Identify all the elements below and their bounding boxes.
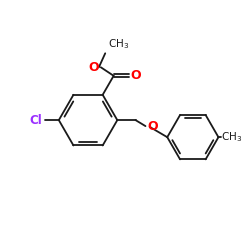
Text: O: O (147, 120, 158, 133)
Text: CH$_3$: CH$_3$ (221, 130, 242, 144)
Text: CH$_3$: CH$_3$ (108, 37, 129, 51)
Text: Cl: Cl (29, 114, 42, 127)
Text: O: O (131, 69, 141, 82)
Text: O: O (88, 61, 99, 74)
